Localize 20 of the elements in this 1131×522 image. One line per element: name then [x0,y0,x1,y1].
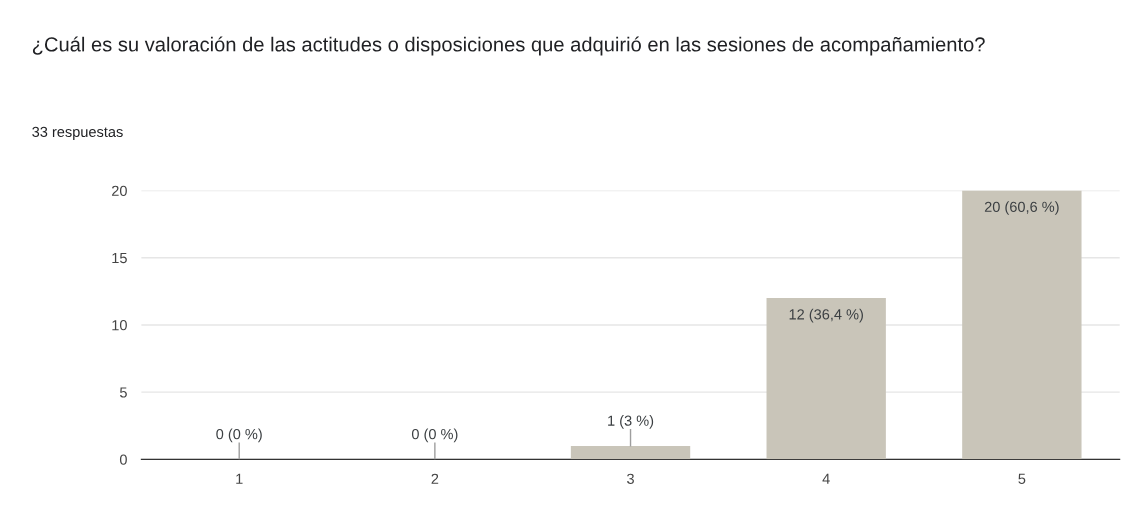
y-tick-label: 5 [119,387,127,398]
bar [962,190,1082,460]
x-tick-label: 4 [822,473,830,484]
data-label: 20 (60,6 %) [984,201,1059,215]
y-tick-label: 0 [119,454,127,465]
x-tick-label: 5 [1018,473,1026,484]
y-tick-label: 15 [112,252,127,264]
chart-subtitle: 33 respuestas [32,126,123,140]
x-tick-label: 3 [627,473,634,484]
x-tick-label: 2 [431,473,439,484]
y-tick-label: 10 [112,320,127,331]
data-label: 1 (3 %) [608,415,654,429]
y-tick-label: 20 [112,185,127,196]
chart-title: ¿Cuál es su valoración de las actitudes o disposiciones que adquirió en las sesiones de acompañamiento? [32,36,985,56]
data-label: 0 (0 %) [411,428,458,443]
data-label: 0 (0 %) [216,428,262,443]
x-tick-label: 1 [236,473,243,484]
bar [766,298,886,460]
data-label: 12 (36,4 %) [789,308,863,323]
bar [570,445,691,460]
